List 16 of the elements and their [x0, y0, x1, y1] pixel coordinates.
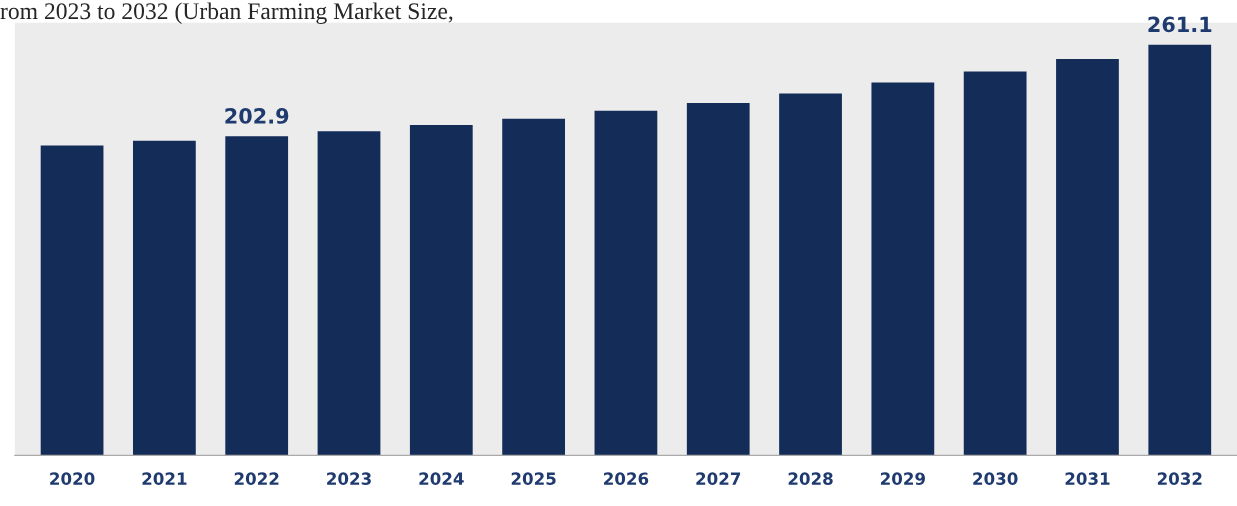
x-tick-label: 2021 — [142, 472, 187, 485]
x-tick-label: 2027 — [696, 472, 741, 485]
x-tick-label: 2030 — [973, 472, 1018, 485]
x-tick-label: 2025 — [511, 472, 556, 485]
x-tick-label: 2020 — [50, 472, 95, 485]
x-tick-label: 2026 — [604, 472, 649, 485]
x-tick-label: 2028 — [788, 472, 833, 485]
data-label: 261.1 — [1148, 16, 1212, 33]
chart-title: rom 2023 to 2032 (Urban Farming Market Size, — [0, 2, 453, 25]
x-tick-label: 2023 — [327, 472, 371, 485]
x-tick-label: 2031 — [1065, 472, 1110, 485]
data-label: 202.9 — [225, 108, 289, 124]
x-tick-label: 2022 — [234, 472, 279, 485]
x-tick-label: 2029 — [880, 472, 925, 485]
x-tick-label: 2032 — [1157, 472, 1202, 485]
x-tick-label: 2024 — [419, 472, 464, 485]
